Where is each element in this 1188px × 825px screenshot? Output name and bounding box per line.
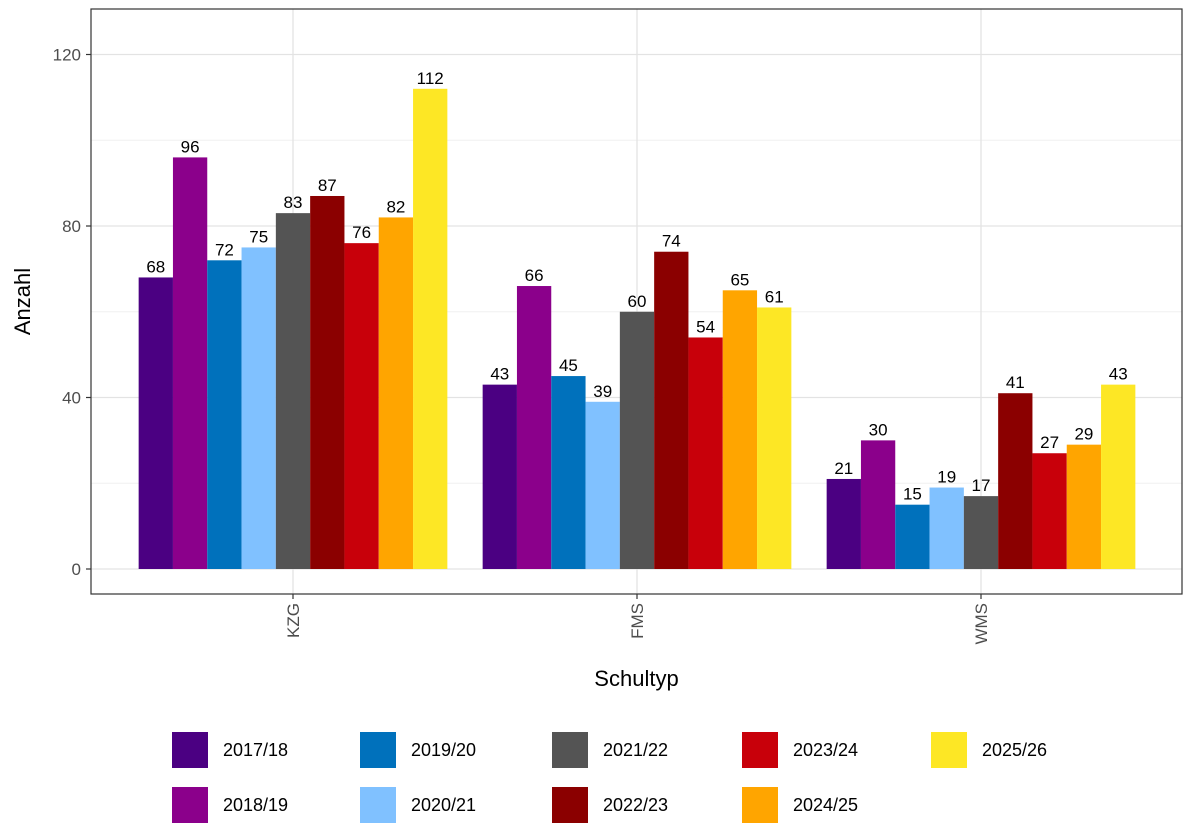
data-label: 72 [215, 240, 234, 259]
legend-key [742, 732, 778, 768]
legend-key [360, 732, 396, 768]
data-label: 43 [490, 365, 509, 384]
data-label: 66 [525, 266, 544, 285]
data-label: 29 [1074, 425, 1093, 444]
bar-KZG-2020/21 [241, 247, 276, 569]
legend-label: 2018/19 [223, 795, 288, 815]
data-label: 19 [937, 468, 956, 487]
bar-KZG-2017/18 [138, 277, 173, 569]
data-label: 21 [834, 459, 853, 478]
data-label: 83 [284, 193, 303, 212]
bar-KZG-2022/23 [310, 195, 345, 570]
bar-WMS-2017/18 [826, 478, 861, 569]
bar-FMS-2018/19 [516, 286, 552, 569]
bar-WMS-2021/22 [963, 496, 999, 569]
bar-WMS-2020/21 [929, 487, 964, 569]
data-label: 60 [628, 292, 647, 311]
data-label: 39 [593, 382, 612, 401]
y-tick-label: 0 [72, 560, 81, 579]
bar-KZG-2023/24 [344, 243, 379, 569]
y-tick-label: 120 [53, 46, 81, 65]
legend-label: 2022/23 [603, 795, 668, 815]
bar-FMS-2017/18 [482, 384, 517, 569]
legend-label: 2019/20 [411, 740, 476, 760]
data-label: 43 [1109, 365, 1128, 384]
legend-key [552, 732, 588, 768]
data-label: 82 [386, 197, 405, 216]
bar-FMS-2019/20 [551, 376, 586, 569]
legend-label: 2021/22 [603, 740, 668, 760]
legend-label: 2024/25 [793, 795, 858, 815]
data-label: 112 [417, 69, 444, 88]
data-label: 87 [318, 176, 337, 195]
data-label: 27 [1040, 433, 1059, 452]
legend-label: 2020/21 [411, 795, 476, 815]
legend-key [552, 787, 588, 823]
data-label: 15 [903, 485, 922, 504]
legend-key [742, 787, 778, 823]
bar-WMS-2019/20 [895, 504, 930, 569]
legend-key [360, 787, 396, 823]
x-axis-title: Schultyp [594, 666, 678, 691]
legend: 2017/18 2018/19 2019/20 2020/21 2021/22 2022/… [172, 732, 1047, 823]
data-label: 61 [765, 287, 784, 306]
legend-key [931, 732, 967, 768]
legend-key [172, 732, 208, 768]
y-tick-label: 80 [62, 217, 81, 236]
data-labels: 68 96 72 75 83 87 76 82 112 43 66 45 39 60 74 54 65 61 21 3… [146, 69, 1127, 504]
bar-KZG-2025/26 [413, 88, 448, 570]
data-label: 17 [972, 476, 991, 495]
bar-WMS-2024/25 [1066, 444, 1102, 569]
data-label: 74 [662, 232, 681, 251]
bar-WMS-2025/26 [1101, 384, 1136, 569]
bar-FMS-2021/22 [619, 311, 655, 569]
legend-label: 2017/18 [223, 740, 288, 760]
x-tick-label: KZG [284, 603, 303, 638]
data-label: 30 [869, 420, 888, 439]
bars [138, 88, 1136, 570]
x-tick-label: WMS [972, 603, 991, 645]
bar-KZG-2019/20 [207, 260, 242, 569]
legend-label: 2025/26 [982, 740, 1047, 760]
bar-WMS-2023/24 [1032, 453, 1067, 569]
bar-FMS-2020/21 [585, 401, 620, 569]
data-label: 76 [352, 223, 371, 242]
data-label: 45 [559, 356, 578, 375]
axes: 0 40 80 120 KZG FMS WMS [53, 46, 991, 645]
bar-KZG-2021/22 [275, 213, 311, 569]
y-axis-title: Anzahl [10, 268, 35, 335]
bar-WMS-2022/23 [998, 393, 1033, 569]
bar-FMS-2023/24 [688, 337, 723, 569]
bar-FMS-2022/23 [654, 251, 689, 569]
data-label: 75 [249, 227, 268, 246]
bar-KZG-2024/25 [378, 217, 414, 570]
data-label: 96 [181, 137, 200, 156]
bar-KZG-2018/19 [172, 157, 208, 569]
legend-label: 2023/24 [793, 740, 858, 760]
data-label: 41 [1006, 373, 1025, 392]
bar-WMS-2018/19 [860, 440, 896, 569]
data-label: 68 [146, 257, 165, 276]
bar-FMS-2025/26 [757, 307, 792, 569]
data-label: 65 [730, 270, 749, 289]
y-tick-label: 40 [62, 389, 81, 408]
data-label: 54 [696, 317, 715, 336]
x-tick-label: FMS [628, 603, 647, 639]
bar-FMS-2024/25 [722, 290, 758, 569]
legend-key [172, 787, 208, 823]
